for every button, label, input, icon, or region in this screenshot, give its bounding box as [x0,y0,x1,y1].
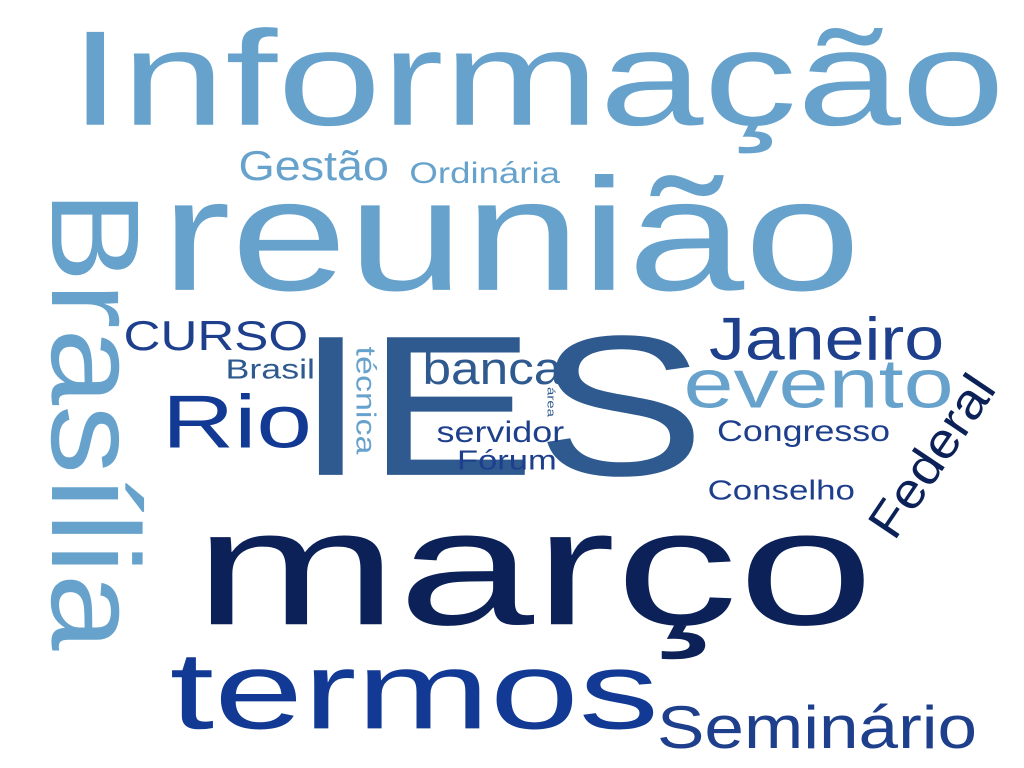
word-informacao: Informação [69,2,1006,154]
word-seminario: Seminário [657,694,978,761]
word-servidor: servidor [436,416,564,449]
word-brasilia: Brasília [25,189,165,651]
word-rio: Rio [161,379,313,464]
word-brasil: Brasil [225,354,315,385]
word-evento: evento [682,343,954,422]
word-termos: termos [169,628,659,752]
word-reuniao: reunião [160,145,861,325]
word-tecnica: técnica [349,346,381,454]
word-area: área [544,386,558,418]
word-ies: IES [294,293,705,517]
word-banca: banca [421,344,562,395]
word-conselho: Conselho [707,475,855,506]
word-janeiro: Janeiro [708,304,944,372]
word-congresso: Congresso [716,415,890,448]
word-curso: CURSO [123,312,309,359]
word-gestao: Gestão [237,142,389,189]
word-marco: março [193,475,875,660]
word-forum: Fórum [457,445,557,476]
word-ordinaria: Ordinária [408,157,560,190]
